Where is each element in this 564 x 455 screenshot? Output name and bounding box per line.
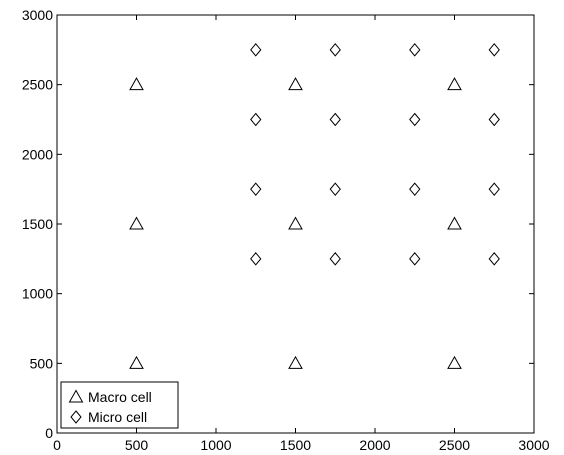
micro-cell-point bbox=[329, 182, 341, 196]
y-tick-label: 1000 bbox=[22, 286, 53, 302]
micro-cell-point bbox=[488, 252, 500, 266]
micro-cell-point bbox=[329, 252, 341, 266]
macro-cell-point bbox=[288, 355, 303, 369]
y-tick-label: 1500 bbox=[22, 216, 53, 232]
x-tick-label: 1500 bbox=[280, 437, 311, 453]
micro-cell-point bbox=[329, 43, 341, 57]
legend-diamond-marker bbox=[70, 410, 82, 424]
x-tick-label: 3000 bbox=[518, 437, 549, 453]
legend-label: Micro cell bbox=[88, 409, 147, 425]
y-tick-label: 2500 bbox=[22, 77, 53, 93]
macro-cell-point bbox=[288, 216, 303, 230]
legend: Macro cell Micro cell bbox=[60, 381, 179, 429]
macro-cell-point bbox=[447, 77, 462, 91]
y-tick-label: 2000 bbox=[22, 146, 53, 162]
micro-cell-point bbox=[329, 112, 341, 127]
macro-cell-point bbox=[129, 355, 144, 369]
y-tick-label: 3000 bbox=[22, 7, 53, 23]
micro-cell-point bbox=[488, 43, 500, 57]
data-markers bbox=[129, 43, 500, 369]
x-tick-label: 1000 bbox=[200, 437, 231, 453]
macro-cell-point bbox=[447, 355, 462, 369]
x-tick-label: 500 bbox=[125, 437, 149, 453]
micro-cell-point bbox=[250, 112, 262, 127]
x-tick-label: 2500 bbox=[439, 437, 470, 453]
micro-cell-point bbox=[488, 112, 500, 127]
x-tick-label: 2000 bbox=[359, 437, 390, 453]
legend-label: Macro cell bbox=[88, 389, 152, 405]
legend-box bbox=[60, 381, 179, 429]
micro-cell-point bbox=[409, 43, 421, 57]
y-tick-label: 0 bbox=[45, 425, 53, 441]
axis-ticks bbox=[56, 14, 535, 434]
macro-cell-point bbox=[288, 77, 303, 91]
micro-cell-point bbox=[250, 252, 262, 266]
micro-cell-point bbox=[409, 252, 421, 266]
macro-cell-point bbox=[447, 216, 462, 230]
micro-cell-point bbox=[409, 112, 421, 127]
micro-cell-point bbox=[409, 182, 421, 196]
micro-cell-point bbox=[250, 182, 262, 196]
axis-tick-labels: 0 500 1000 1500 2000 2500 3000 0 500 1000 1500 2000… bbox=[22, 7, 550, 453]
micro-cell-point bbox=[488, 182, 500, 196]
macro-cell-point bbox=[129, 216, 144, 230]
y-tick-label: 500 bbox=[30, 355, 54, 371]
x-tick-label: 0 bbox=[53, 437, 61, 453]
legend-triangle-marker bbox=[68, 389, 84, 403]
micro-cell-point bbox=[250, 43, 262, 57]
macro-cell-point bbox=[129, 77, 144, 91]
plot-area bbox=[56, 14, 535, 434]
